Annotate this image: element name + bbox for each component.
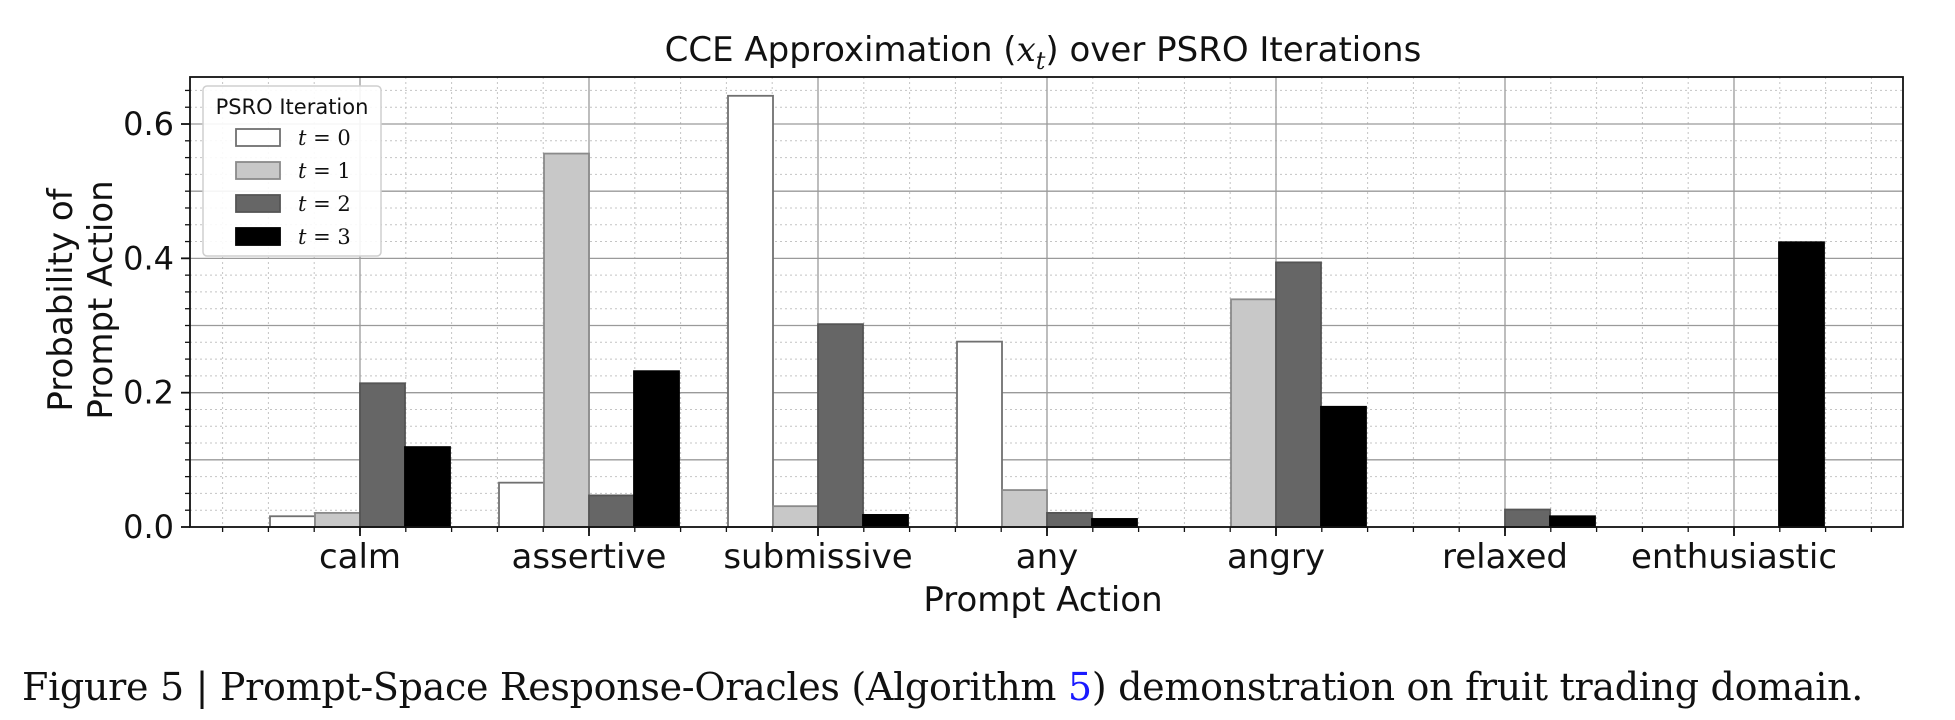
bar-calm-t1	[314, 511, 361, 528]
legend-label-t0: t = 0	[298, 126, 351, 150]
y-tick-label: 0.6	[123, 105, 174, 143]
x-tick-label-any: any	[1016, 537, 1079, 577]
bar-any-t3	[1091, 518, 1138, 528]
bar-submissive-t2	[817, 323, 864, 528]
legend-label-t1: t = 1	[298, 159, 351, 183]
x-tick-label-submissive: submissive	[723, 537, 912, 577]
bar-submissive-t3	[862, 514, 909, 528]
x-tick-label-enthusiastic: enthusiastic	[1631, 537, 1837, 577]
y-axis-label: Probability ofPrompt Action	[41, 180, 121, 419]
legend-label-t2: t = 2	[298, 192, 351, 216]
bar-angry-t1	[1230, 298, 1277, 528]
bar-angry-t3	[1320, 405, 1367, 528]
bar-assertive-t1	[543, 152, 590, 528]
legend-swatch-t3	[235, 227, 281, 246]
y-axis-label-line-2: Prompt Action	[81, 180, 121, 419]
bar-submissive-t1	[772, 505, 819, 528]
chart-title: CCE Approximation (xt) over PSRO Iterati…	[665, 30, 1422, 75]
y-tick-label: 0.4	[123, 239, 174, 277]
x-axis-label: Prompt Action	[923, 580, 1162, 620]
bar-any-t1	[1001, 489, 1048, 528]
bar-relaxed-t3	[1549, 515, 1596, 528]
bar-assertive-t3	[633, 370, 680, 528]
axes: 0.0 0.2 0.4 0.6 calm assertive submissive any an…	[123, 76, 1904, 577]
x-tick-label-angry: angry	[1227, 537, 1325, 577]
legend-title: PSRO Iteration	[216, 95, 369, 119]
bar-angry-t2	[1275, 261, 1322, 528]
bar-enthusiastic-t3	[1778, 241, 1825, 528]
figure-caption: Figure 5 | Prompt-Space Response-Oracles…	[22, 665, 1863, 709]
algorithm-reference-link[interactable]: 5	[1067, 665, 1092, 709]
x-tick-label-relaxed: relaxed	[1442, 537, 1568, 577]
legend-label-t3: t = 3	[298, 225, 351, 249]
bar-calm-t2	[359, 382, 406, 528]
legend-swatch-t1	[235, 161, 281, 180]
bar-any-t2	[1046, 511, 1093, 528]
y-tick-label: 0.0	[123, 508, 174, 546]
chart: 0.0 0.2 0.4 0.6 calm assertive submissive any an…	[41, 30, 1904, 620]
bar-assertive-t0	[498, 481, 545, 528]
bar-calm-t3	[404, 446, 451, 528]
x-tick-label-assertive: assertive	[512, 537, 667, 577]
legend-swatch-t2	[235, 194, 281, 213]
bar-assertive-t2	[588, 494, 635, 528]
legend-swatch-t0	[235, 128, 281, 147]
caption-suffix: ) demonstration on fruit trading domain.	[1091, 665, 1864, 709]
bar-submissive-t0	[727, 94, 774, 528]
y-axis-label-line-1: Probability of	[41, 187, 81, 411]
x-tick-label-calm: calm	[319, 537, 401, 577]
bar-relaxed-t2	[1504, 508, 1551, 528]
caption-prefix: Figure 5 | Prompt-Space Response-Oracles…	[22, 665, 1068, 709]
bar-any-t0	[956, 340, 1003, 528]
bar-calm-t0	[269, 515, 316, 528]
y-tick-label: 0.2	[123, 374, 174, 412]
legend: PSRO Iteration t = 0 t = 1 t = 2 t = 3	[202, 85, 382, 257]
